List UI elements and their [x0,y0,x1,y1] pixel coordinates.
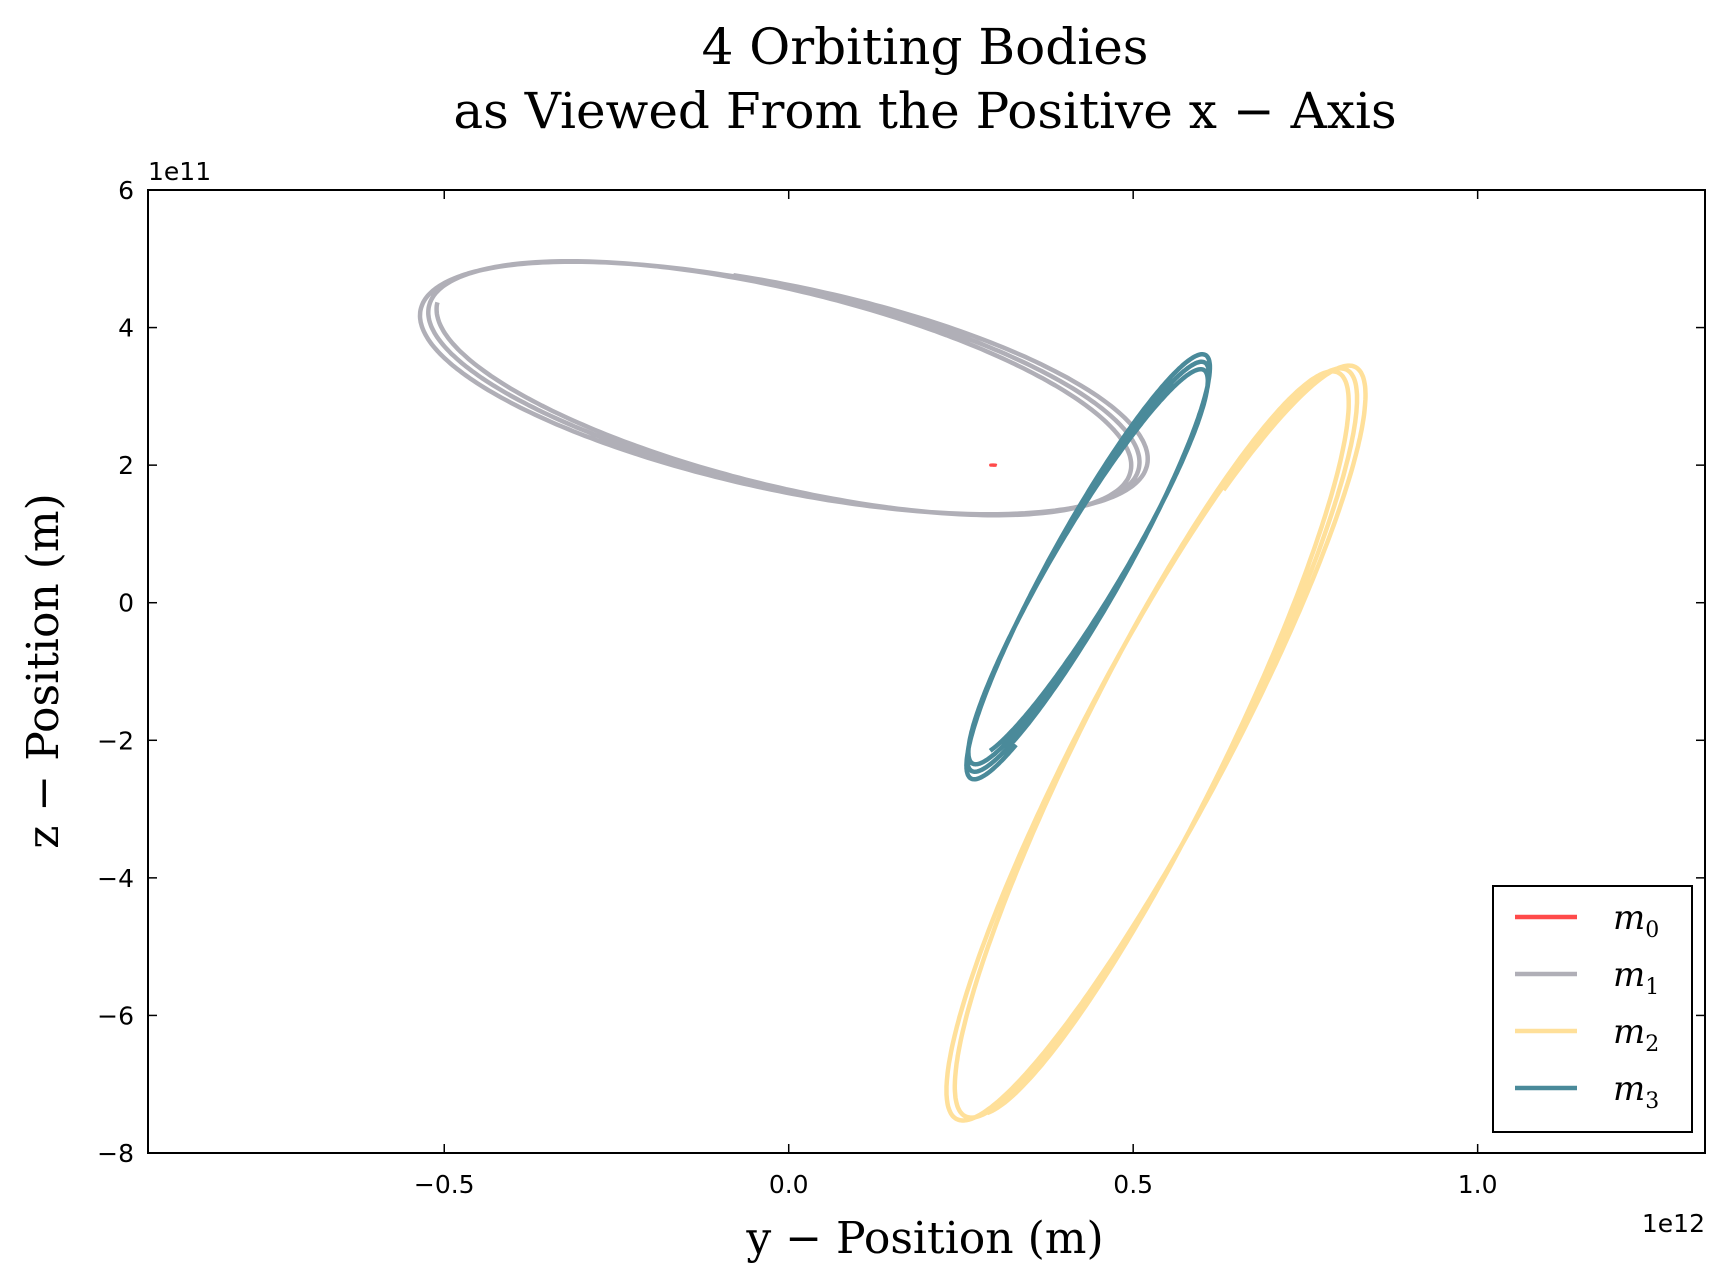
legend-label-m2: m2 [1613,1012,1659,1057]
legend-label-m1: m1 [1613,955,1659,1000]
y-axis-label: z − Position (m) [18,493,69,849]
legend-label-name: m [1613,1012,1645,1052]
y-tick-label: −4 [97,864,134,893]
plot-background [148,190,1705,1153]
y-tick-label: 0 [118,589,134,618]
orbit-path-m0 [989,463,998,467]
legend-label-name: m [1613,955,1645,995]
y-tick-label: 6 [118,176,134,205]
legend-label-subscript: 1 [1645,975,1659,1000]
y-offset-label: 1e11 [148,157,211,186]
legend-label-m3: m3 [1613,1069,1659,1114]
chart-title-line-2: as Viewed From the Positive x − Axis [453,82,1396,140]
orbit-path-m3 [964,352,1213,782]
orbit-path-m1 [417,258,1150,518]
x-tick-label: 1.0 [1458,1170,1498,1199]
x-offset-label: 1e12 [1642,1209,1705,1238]
orbit-path-m2 [944,363,1368,1123]
legend-label-m0: m0 [1613,898,1659,943]
legend-box [1492,885,1693,1133]
y-tick-label: −6 [97,1001,134,1030]
legend-label-subscript: 3 [1645,1089,1659,1114]
plot-frame [147,189,1706,1154]
legend-label-name: m [1613,898,1645,938]
plot-area: −0.5 0.0 0.5 1.0 6 4 2 0 −2 −4 −6 −8 [97,176,1706,1199]
x-tick-label: 0.5 [1113,1170,1153,1199]
legend-label-name: m [1613,1069,1645,1109]
x-tick-label: 0.0 [769,1170,809,1199]
series-layer [417,258,1368,1123]
x-axis-label: y − Position (m) [745,1213,1103,1264]
chart-title-line-1: 4 Orbiting Bodies [702,18,1149,76]
y-tick-label: 2 [118,451,134,480]
y-tick-label: −2 [97,726,134,755]
y-tick-label: 4 [118,314,134,343]
x-tick-label: −0.5 [414,1170,475,1199]
y-tick-label: −8 [97,1139,134,1168]
legend-label-subscript: 0 [1645,918,1659,943]
legend-label-subscript: 2 [1645,1032,1659,1057]
tick-layer: −0.5 0.0 0.5 1.0 6 4 2 0 −2 −4 −6 −8 [97,176,1705,1199]
